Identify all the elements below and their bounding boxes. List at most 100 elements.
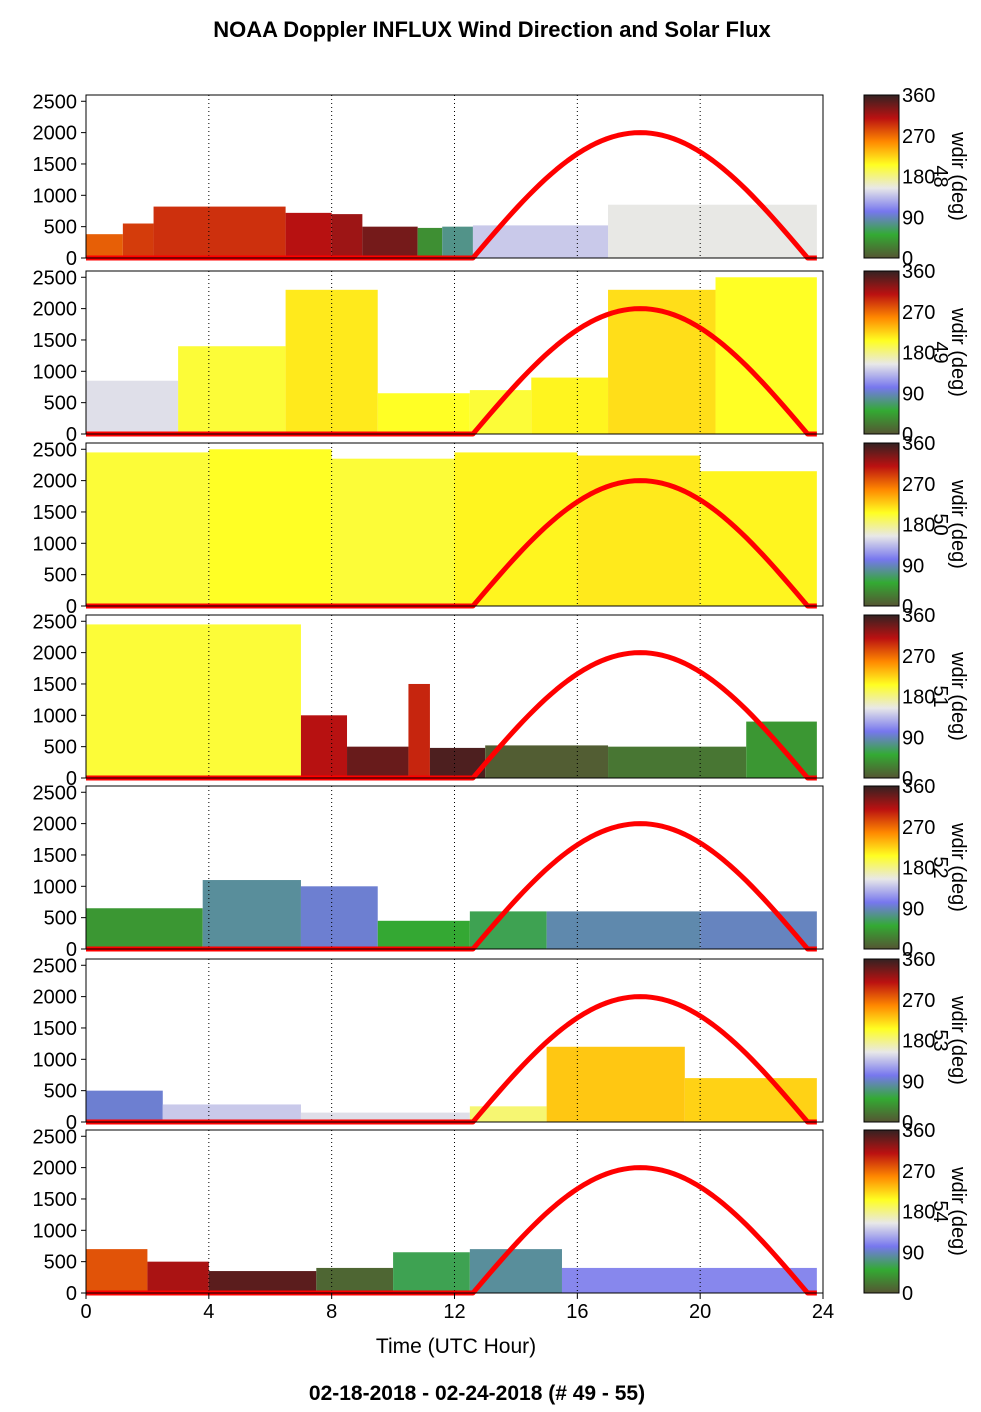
colorbar-gradient [863, 958, 900, 1123]
wind-direction-block [469, 1249, 562, 1293]
solar-flux-curve [86, 306, 817, 437]
y-tick-label: 2500 [33, 439, 78, 461]
y-tick-label: 1500 [33, 502, 78, 524]
colorbar-tick-label: 90 [902, 383, 924, 405]
y-tick-label: 2500 [33, 611, 78, 633]
wind-direction-block [684, 1078, 817, 1122]
y-tick-label: 1000 [33, 361, 78, 383]
y-tick-label: 0 [66, 596, 77, 618]
x-tick-label: 12 [443, 1301, 465, 1323]
colorbar-4: 360 270 180 90 0 wdir (deg)51 [863, 605, 969, 790]
panel-4: 0 500 1000 1500 2000 2500 [33, 611, 824, 790]
wind-direction-block [86, 908, 203, 949]
colorbar-tick-label: 270 [902, 126, 935, 148]
colorbar-6: 360 270 180 90 0 wdir (deg)53 [863, 949, 969, 1134]
wind-direction-block [86, 452, 209, 606]
panel-3: 0 500 1000 1500 2000 2500 [33, 439, 824, 618]
panels: 0500100015002000250005001000150020002500… [33, 91, 824, 1305]
y-tick-label: 500 [44, 565, 77, 587]
y-tick-label: 0 [66, 1112, 77, 1134]
colorbar-label: wdir (deg) [947, 822, 969, 912]
colorbar-tick-label: 90 [902, 1071, 924, 1093]
colorbar-tick-label: 180 [902, 687, 935, 709]
colorbar-tick-label: 90 [902, 727, 924, 749]
colorbar-tick-label: 180 [902, 1031, 935, 1053]
wind-direction-block [153, 206, 286, 258]
wind-direction-block [531, 377, 609, 434]
solar-flux-curve [86, 821, 817, 952]
colorbar-tick-label: 180 [902, 858, 935, 880]
colorbar-gradient [863, 270, 900, 435]
wind-direction-block [300, 886, 378, 949]
wind-direction-block [608, 746, 747, 778]
colorbar-tick-label: 180 [902, 167, 935, 189]
colorbar-tick-label: 180 [902, 343, 935, 365]
colorbar-3: 360 270 180 90 0 wdir (deg)50 [863, 433, 969, 618]
panel-frame [85, 270, 824, 435]
colorbar-tick-label: 270 [902, 990, 935, 1012]
chart-title: NOAA Doppler INFLUX Wind Direction and S… [213, 17, 771, 42]
y-tick-label: 1000 [33, 705, 78, 727]
wind-direction-block [316, 1267, 394, 1293]
y-tick-label: 2500 [33, 91, 78, 113]
y-tick-label: 500 [44, 737, 77, 759]
colorbar-tick-label: 270 [902, 1161, 935, 1183]
wind-direction-block [162, 1104, 301, 1122]
y-tick-label: 0 [66, 424, 77, 446]
wind-direction-block [147, 1261, 209, 1293]
wind-direction-block [300, 1112, 470, 1122]
wind-direction-block [86, 624, 301, 778]
x-tick-label: 4 [203, 1301, 214, 1323]
y-tick-label: 1000 [33, 1220, 78, 1242]
wind-direction-block [469, 911, 547, 949]
y-tick-label: 1500 [33, 845, 78, 867]
y-tick-label: 2000 [33, 814, 78, 836]
wind-direction-block [86, 1249, 148, 1293]
x-tick-label: 16 [566, 1301, 588, 1323]
colorbar-tick-label: 90 [902, 898, 924, 920]
colorbar-tick-label: 0 [902, 939, 913, 961]
wind-direction-block [208, 449, 332, 606]
wind-direction-block [122, 223, 154, 258]
day-of-year-label: 52 [929, 856, 951, 878]
colorbar-gradient [863, 442, 900, 607]
colorbar-tick-label: 360 [902, 605, 935, 627]
wind-direction-block [377, 393, 470, 434]
colorbar-1: 360 270 180 90 0 wdir (deg)48 [863, 85, 969, 270]
panel-frame [85, 958, 824, 1123]
colorbar-tick-label: 180 [902, 515, 935, 537]
x-tick-label: 8 [326, 1301, 337, 1323]
panel-frame [85, 614, 824, 779]
y-tick-label: 1000 [33, 1049, 78, 1071]
panel-1: 0 500 1000 1500 2000 2500 [33, 91, 824, 270]
panel-frame [85, 442, 824, 607]
solar-flux-curve [86, 478, 817, 609]
colorbar-gradient [863, 614, 900, 779]
colorbar-gradient [863, 1129, 900, 1294]
wind-direction-block [362, 226, 418, 258]
y-tick-label: 2000 [33, 299, 78, 321]
colorbar-label: wdir (deg) [947, 995, 969, 1085]
wind-direction-block [86, 380, 179, 434]
wind-direction-block [393, 1252, 470, 1293]
wind-direction-block [178, 346, 286, 434]
wind-direction-block [442, 226, 473, 258]
colorbar-label: wdir (deg) [947, 307, 969, 397]
colorbar-tick-label: 270 [902, 302, 935, 324]
wind-direction-block [347, 746, 409, 778]
panel-frame [85, 94, 824, 259]
colorbar-gradient [863, 94, 900, 259]
y-tick-label: 2000 [33, 1158, 78, 1180]
colorbar-tick-label: 360 [902, 1120, 935, 1142]
x-tick-label: 0 [80, 1301, 91, 1323]
wind-direction-block [285, 212, 332, 258]
colorbar-tick-label: 180 [902, 1202, 935, 1224]
colorbar-gradient [863, 785, 900, 950]
y-tick-label: 1500 [33, 674, 78, 696]
wind-direction-block [417, 227, 443, 258]
y-tick-label: 2000 [33, 987, 78, 1009]
colorbar-7: 360 270 180 90 0 wdir (deg)54 [863, 1120, 969, 1305]
day-of-year-label: 54 [929, 1200, 951, 1222]
